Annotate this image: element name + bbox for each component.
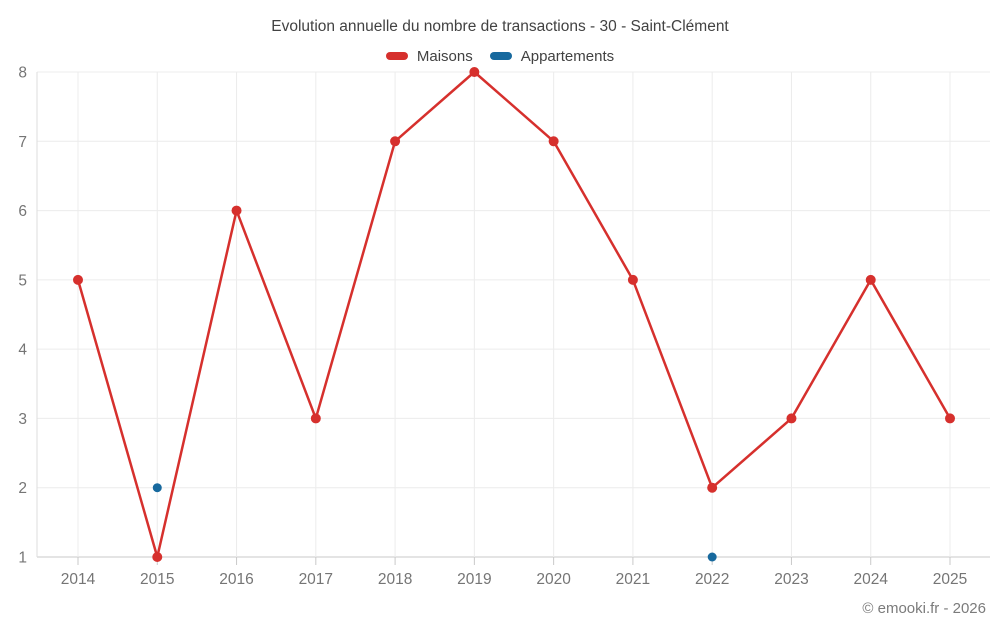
legend-label-appartements: Appartements bbox=[520, 47, 615, 65]
x-tick-label: 2018 bbox=[378, 571, 412, 588]
x-tick-label: 2017 bbox=[299, 571, 333, 588]
x-tick-label: 2015 bbox=[140, 571, 174, 588]
maisons-point[interactable] bbox=[865, 274, 876, 285]
y-tick-label: 1 bbox=[18, 550, 27, 567]
chart-title: Evolution annuelle du nombre de transact… bbox=[271, 18, 729, 35]
maisons-point[interactable] bbox=[548, 136, 559, 147]
x-tick-label: 2023 bbox=[774, 571, 808, 588]
maisons-point[interactable] bbox=[786, 413, 797, 424]
appartements-swatch-icon bbox=[489, 52, 512, 60]
appartements-point[interactable] bbox=[707, 552, 717, 562]
x-tick-label: 2020 bbox=[536, 571, 571, 588]
copyright: © emooki.fr - 2026 bbox=[862, 600, 986, 617]
maisons-point[interactable] bbox=[231, 205, 242, 216]
maisons-point[interactable] bbox=[707, 482, 718, 493]
maisons-point[interactable] bbox=[310, 413, 321, 424]
y-tick-label: 2 bbox=[18, 480, 27, 497]
maisons-point[interactable] bbox=[390, 136, 401, 147]
maisons-point[interactable] bbox=[945, 413, 955, 424]
legend-item-appartements[interactable]: Appartements bbox=[489, 47, 615, 65]
x-tick-label: 2021 bbox=[616, 571, 650, 588]
appartements-point[interactable] bbox=[152, 483, 162, 493]
maisons-point[interactable] bbox=[152, 552, 163, 562]
maisons-line bbox=[76, 70, 952, 559]
maisons-swatch-icon bbox=[385, 52, 408, 60]
maisons-point[interactable] bbox=[469, 67, 480, 77]
y-tick-label: 4 bbox=[18, 342, 27, 359]
legend-label-maisons: Maisons bbox=[416, 47, 473, 65]
x-tick-label: 2025 bbox=[933, 571, 967, 588]
x-tick-label: 2016 bbox=[219, 571, 253, 588]
legend-item-maisons[interactable]: Maisons bbox=[385, 47, 473, 65]
y-tick-label: 8 bbox=[18, 65, 27, 82]
maisons-point[interactable] bbox=[627, 274, 638, 285]
maisons-point[interactable] bbox=[73, 274, 83, 285]
y-tick-label: 3 bbox=[18, 411, 27, 428]
x-tick-label: 2024 bbox=[853, 571, 888, 588]
x-tick-label: 2014 bbox=[61, 571, 96, 588]
y-tick-label: 7 bbox=[18, 134, 27, 151]
y-tick-label: 6 bbox=[18, 203, 27, 220]
legend: Maisons Appartements bbox=[0, 46, 1000, 66]
x-tick-label: 2019 bbox=[457, 571, 491, 588]
x-tick-label: 2022 bbox=[695, 571, 729, 588]
y-tick-label: 5 bbox=[18, 272, 27, 289]
